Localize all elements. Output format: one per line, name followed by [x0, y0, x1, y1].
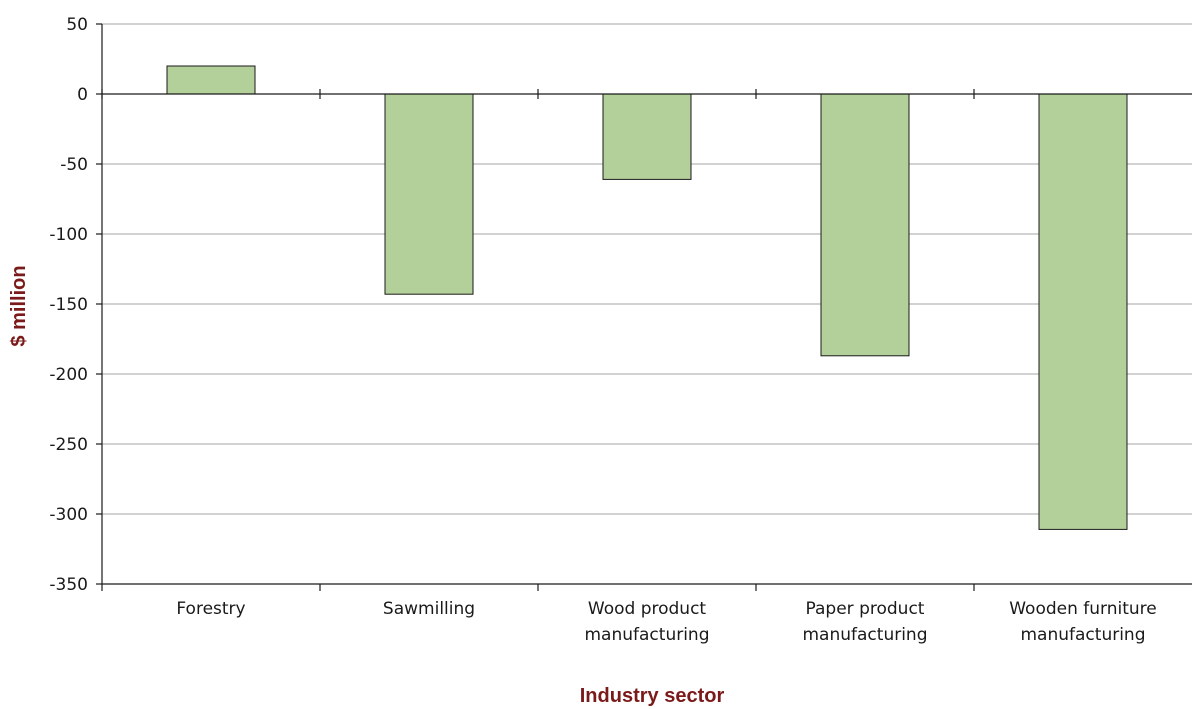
x-category-label: Wooden furniture — [1009, 599, 1157, 619]
y-axis-title: $ million — [8, 265, 30, 346]
bars — [166, 65, 1128, 530]
x-category-label: Paper product — [806, 599, 925, 619]
bar — [1038, 93, 1128, 530]
x-category-label: Wood product — [588, 599, 707, 619]
y-tick-label: -150 — [49, 295, 88, 315]
x-category-label: Forestry — [176, 599, 245, 619]
axes — [96, 23, 1192, 591]
x-category-labels: Forestry Sawmilling Wood product manufactur… — [176, 599, 1156, 645]
y-tick-label: -100 — [49, 225, 88, 245]
y-tick-label: -300 — [49, 505, 88, 525]
bar — [602, 93, 692, 180]
x-category-label: manufacturing — [803, 625, 928, 645]
y-tick-labels: 50 0 -50 -100 -150 -200 -250 -300 -350 — [49, 15, 88, 595]
y-tick-label: -350 — [49, 575, 88, 595]
x-axis-title: Industry sector — [580, 685, 725, 707]
x-category-label: manufacturing — [1021, 625, 1146, 645]
y-tick-label: 50 — [66, 15, 88, 35]
x-category-label: manufacturing — [585, 625, 710, 645]
y-tick-label: -250 — [49, 435, 88, 455]
y-tick-label: 0 — [77, 85, 88, 105]
bar — [384, 93, 474, 295]
bar — [166, 65, 256, 95]
bar — [820, 93, 910, 357]
y-tick-label: -50 — [60, 155, 88, 175]
y-tick-label: -200 — [49, 365, 88, 385]
x-category-label: Sawmilling — [383, 599, 475, 619]
